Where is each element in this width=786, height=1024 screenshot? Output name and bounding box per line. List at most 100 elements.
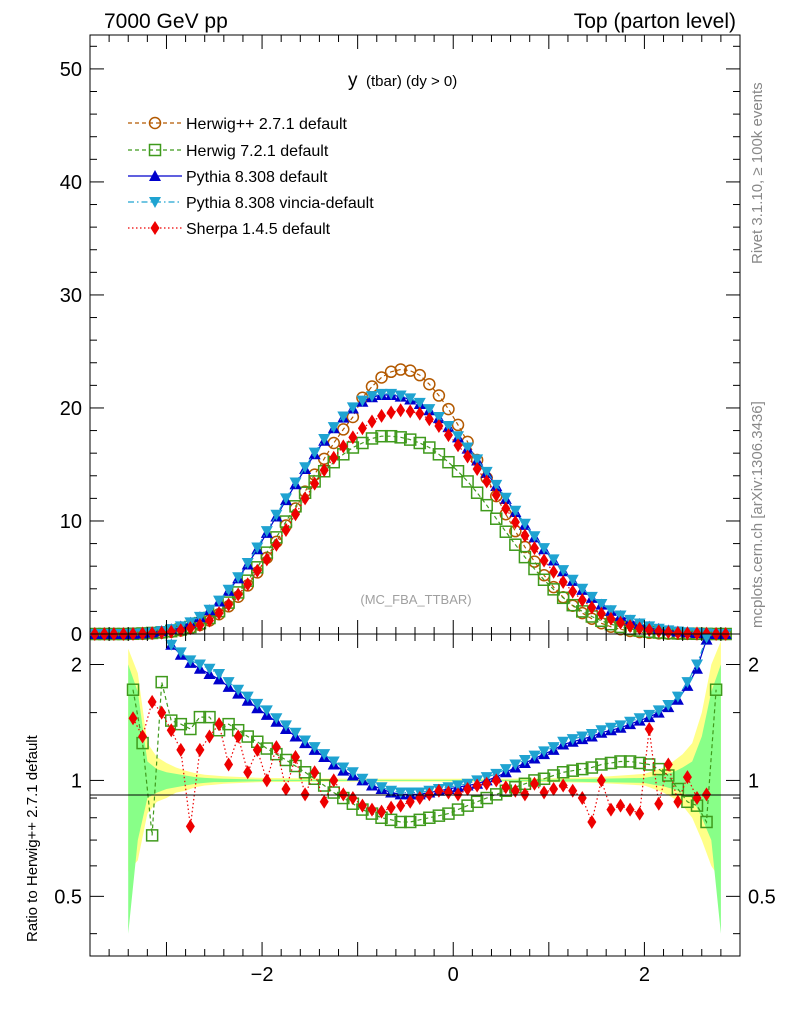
ratio-point-vincia [394,787,407,799]
ratio-point-herwig7 [604,756,618,770]
ratio-point-vincia [662,699,675,711]
ratio-point-sherpa [243,765,253,780]
ratio-ytick-label-right: 2 [748,654,759,676]
ratio-point-sherpa [577,791,587,806]
ratio-point-herwig7 [556,766,570,779]
ratio-point-sherpa [338,787,348,802]
main-point-sherpa [319,463,329,478]
main-point-herwig7 [423,441,436,454]
ratio-point-vincia [232,684,245,696]
main-point-herwig-pp [327,436,340,450]
main-point-vincia [509,505,522,517]
ratio-point-herwig7 [432,809,446,822]
main-point-sherpa [195,617,205,632]
main-point-sherpa [596,606,606,621]
ratio-point-sherpa [558,778,568,793]
main-point-herwig7 [470,486,484,499]
ratio-point-herwig7 [576,762,589,776]
ratio-point-vincia [327,756,340,768]
ratio-point-sherpa [702,787,712,802]
main-ytick-label: 30 [60,285,82,307]
legend-item-pythia: Pythia 8.308 default [128,169,328,186]
ratio-point-sherpa [434,783,444,798]
ratio-point-herwig7 [642,758,656,771]
ratio-point-herwig7 [614,755,627,768]
ratio-point-sherpa [396,798,406,813]
main-point-vincia [327,422,340,434]
ratio-point-herwig7 [700,815,713,829]
main-point-herwig-pp [384,365,398,379]
legend-label-sherpa: Sherpa 1.4.5 default [186,221,331,238]
main-point-herwig7 [375,429,388,443]
ratio-point-sherpa [491,773,501,788]
main-point-vincia [490,479,503,491]
main-point-herwig7 [403,433,417,446]
ratio-point-vincia [270,713,283,725]
main-point-vincia [480,466,493,478]
ratio-point-sherpa [616,798,626,813]
main-point-vincia [241,558,254,570]
main-point-herwig7 [556,591,570,605]
main-point-herwig-pp [337,423,350,436]
main-point-herwig7 [499,525,513,538]
ratio-point-vincia [652,705,665,717]
ratio-point-herwig7 [126,683,140,696]
main-point-herwig-pp [375,371,388,384]
ratio-point-sherpa [415,791,425,806]
ratio-series-sherpa [128,694,712,834]
main-point-sherpa [606,611,616,626]
ratio-point-vincia [299,735,312,747]
main-series-herwig7 [90,429,732,641]
legend-marker-triangle-down [149,197,161,208]
legend-item-sherpa: Sherpa 1.4.5 default [128,221,331,238]
ratio-point-vincia [337,762,350,774]
ratio-point-sherpa [166,723,176,738]
main-point-vincia [452,431,465,443]
ratio-ytick-label-right: 1 [748,770,759,792]
ratio-point-sherpa [635,806,645,821]
main-point-vincia [365,391,378,403]
main-point-sherpa [281,523,291,538]
header-left: 7000 GeV pp [104,10,228,33]
ratio-point-sherpa [281,781,291,796]
main-point-sherpa [338,439,348,454]
legend-label-pythia: Pythia 8.308 default [186,169,328,186]
main-point-vincia [385,388,398,400]
legend-item-herwig7: Herwig 7.2.1 default [128,143,329,160]
main-point-herwig7 [432,448,446,461]
main-point-sherpa [616,615,626,630]
main-point-herwig7 [384,429,398,443]
main-point-sherpa [377,408,387,423]
ratio-point-herwig7 [470,795,484,809]
main-point-herwig7 [451,465,465,478]
main-point-sherpa [252,563,262,578]
ratio-point-sherpa [443,785,453,800]
main-point-sherpa [166,624,176,639]
main-ytick-label: 0 [71,624,82,646]
main-point-vincia [528,531,541,543]
ratio-point-herwig7 [461,799,474,812]
ratio-point-herwig7 [394,815,407,829]
ratio-point-vincia [547,742,560,754]
ratio-point-sherpa [252,742,262,757]
ratio-point-vincia [690,659,703,671]
ratio-point-vincia [499,764,512,776]
ratio-point-vincia [681,677,694,689]
ratio-point-herwig7 [709,683,723,696]
main-point-sherpa [405,404,415,419]
ratio-point-sherpa [157,705,167,720]
main-point-vincia [442,421,455,433]
ratio-ytick-label: 0.5 [54,886,82,908]
ratio-point-vincia [174,647,187,659]
main-ytick-label: 10 [60,511,82,533]
ratio-point-herwig7 [155,675,168,689]
main-point-sherpa [348,430,358,445]
ratio-point-herwig7 [671,782,685,796]
legend: Herwig++ 2.7.1 default Herwig 7.2.1 defa… [128,116,374,238]
ratio-point-sherpa [386,800,396,815]
ratio-point-vincia [452,780,465,792]
main-point-sherpa [396,403,406,418]
main-point-vincia [604,605,617,617]
main-point-sherpa [204,613,214,628]
